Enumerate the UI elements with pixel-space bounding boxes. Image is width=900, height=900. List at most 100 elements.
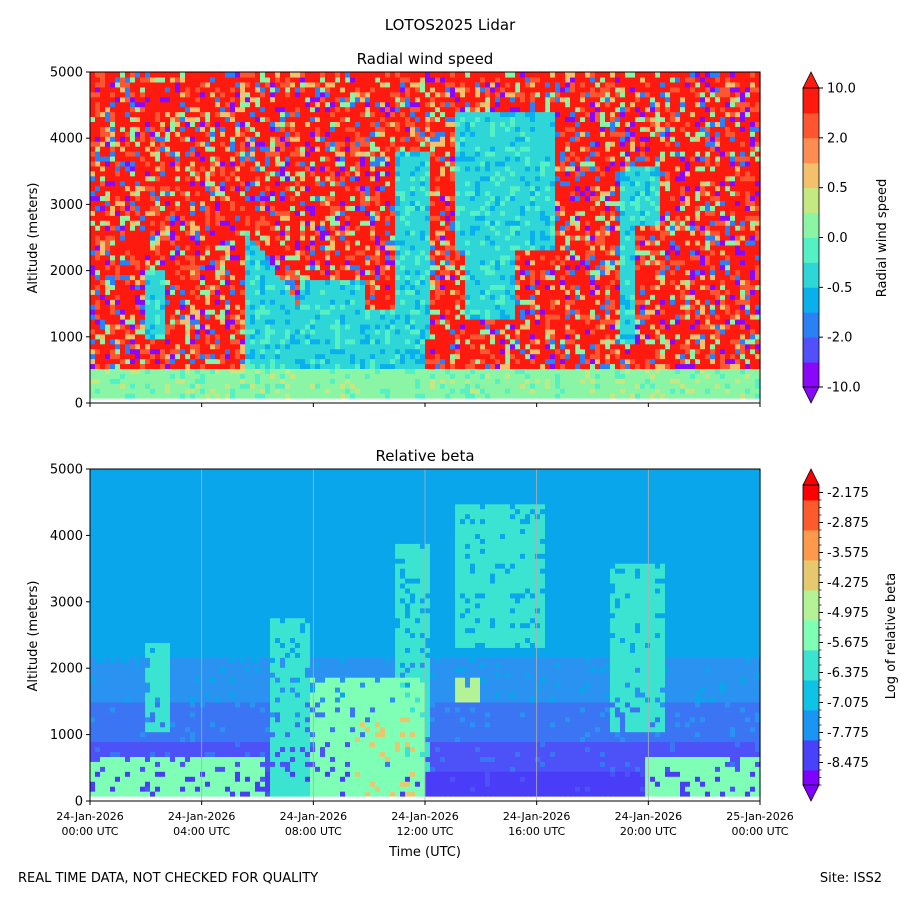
wind-colorbar-segment <box>803 162 819 189</box>
beta-x-tick-label: 24-Jan-2026 <box>615 810 683 823</box>
wind-colorbar: 10.0 2.0 0.5 0.0 -0.5 -2.0 -10.0 <box>802 71 861 404</box>
wind-colorbar-segment <box>803 112 819 139</box>
footer-disclaimer: REAL TIME DATA, NOT CHECKED FOR QUALITY <box>18 871 318 886</box>
wind-colorbar-label: Radial wind speed <box>875 179 890 297</box>
wind-colorbar-segment <box>803 88 819 114</box>
beta-colorbar-segment <box>803 717 819 726</box>
beta-y-tick-label: 0 <box>75 795 83 810</box>
beta-colorbar-tick-label: -5.675 <box>827 636 869 651</box>
beta-y-tick-label: 1000 <box>50 728 83 743</box>
wind-colorbar-tick-label: 0.5 <box>827 181 848 196</box>
beta-colorbar-tick-label: -2.175 <box>827 486 869 501</box>
beta-heatmap <box>90 469 761 797</box>
beta-colorbar-tick-label: -2.875 <box>827 516 869 531</box>
beta-panel: Relative beta 0 1000 2000 3000 4000 5000 24-J… <box>26 447 899 860</box>
beta-colorbar-extend-bottom <box>802 784 820 802</box>
beta-x-tick-label: 24-Jan-2026 <box>503 810 571 823</box>
beta-colorbar-segment <box>803 545 819 553</box>
wind-colorbar-segment <box>803 237 819 263</box>
beta-colorbar-segment <box>803 740 819 748</box>
beta-colorbar-tick-label: -7.075 <box>827 696 869 711</box>
beta-x-tick-label: 00:00 UTC <box>61 825 118 838</box>
beta-x-tick-label: 24-Jan-2026 <box>56 810 124 823</box>
beta-colorbar-segment <box>803 650 819 658</box>
beta-colorbar-segment <box>803 605 819 613</box>
beta-colorbar-segment <box>803 530 819 538</box>
wind-colorbar-segment <box>803 362 819 388</box>
beta-colorbar-segment <box>803 732 819 741</box>
beta-x-tick-label: 08:00 UTC <box>285 825 342 838</box>
beta-colorbar-segment <box>803 680 819 688</box>
beta-colorbar-segment <box>803 672 819 681</box>
beta-colorbar-segment <box>803 522 819 531</box>
beta-colorbar-segment <box>803 500 819 508</box>
wind-colorbar-tick-label: -0.5 <box>827 281 852 296</box>
beta-colorbar-segment <box>803 665 819 673</box>
wind-colorbar-tick-label: 2.0 <box>827 131 848 146</box>
beta-x-tick-label: 04:00 UTC <box>173 825 230 838</box>
footer-site: Site: ISS2 <box>820 871 882 886</box>
wind-colorbar-tick-label: -2.0 <box>827 331 852 346</box>
beta-colorbar-segment <box>803 762 819 771</box>
wind-colorbar-segment <box>803 337 819 363</box>
wind-colorbar-tick-label: 10.0 <box>827 82 856 97</box>
wind-y-tick-label: 0 <box>75 397 83 412</box>
beta-colorbar-segment <box>803 582 819 591</box>
beta-x-tick-label: 12:00 UTC <box>396 825 453 838</box>
beta-colorbar-segment <box>803 635 819 643</box>
beta-x-tick-label: 20:00 UTC <box>620 825 677 838</box>
wind-x-axis <box>89 403 761 407</box>
beta-colorbar-segment <box>803 620 819 628</box>
beta-y-tick-label: 3000 <box>50 595 83 610</box>
wind-y-tick-label: 1000 <box>50 330 83 345</box>
beta-colorbar-segment <box>803 657 819 666</box>
beta-x-tick-label: 24-Jan-2026 <box>391 810 459 823</box>
beta-colorbar-segment <box>803 597 819 606</box>
beta-colorbar-tick-label: -3.575 <box>827 546 869 561</box>
beta-colorbar-tick-label: -6.375 <box>827 666 869 681</box>
wind-y-axis: 0 1000 2000 3000 4000 5000 <box>50 66 90 412</box>
figure-title: LOTOS2025 Lidar <box>385 16 516 34</box>
beta-colorbar-segment <box>803 507 819 516</box>
wind-ylabel: Altitude (meters) <box>26 183 41 294</box>
beta-colorbar-segment <box>803 687 819 696</box>
beta-colorbar-segment <box>803 777 819 786</box>
beta-colorbar-segment <box>803 575 819 583</box>
beta-xlabel: Time (UTC) <box>388 845 461 860</box>
beta-colorbar-segment <box>803 725 819 733</box>
beta-colorbar-tick-label: -7.775 <box>827 726 869 741</box>
beta-colorbar-segment <box>803 695 819 703</box>
beta-colorbar-segment <box>803 770 819 778</box>
beta-colorbar-label: Log of relative beta <box>884 573 899 700</box>
wind-colorbar-extend-bottom <box>802 386 820 404</box>
wind-y-tick-label: 4000 <box>50 132 83 147</box>
beta-colorbar-segment <box>803 492 819 501</box>
wind-panel: Radial wind speed 010002000300040005000 … <box>26 50 890 412</box>
beta-colorbar-tick-label: -8.475 <box>827 756 869 771</box>
wind-y-tick-label: 3000 <box>50 198 83 213</box>
beta-x-axis: 24-Jan-2026 00:00 UTC 24-Jan-2026 04:00 UTC… <box>56 801 794 838</box>
beta-y-tick-label: 2000 <box>50 662 83 677</box>
beta-colorbar-segment <box>803 567 819 576</box>
beta-x-tick-label: 24-Jan-2026 <box>168 810 236 823</box>
wind-colorbar-segment <box>803 287 819 313</box>
beta-ylabel: Altitude (meters) <box>26 581 41 692</box>
beta-colorbar-segment <box>803 590 819 598</box>
beta-colorbar-segment <box>803 642 819 651</box>
beta-x-tick-label: 25-Jan-2026 <box>726 810 794 823</box>
wind-colorbar-segment <box>803 212 819 238</box>
beta-title: Relative beta <box>375 447 474 465</box>
beta-colorbar: -2.175 -2.875 -3.575 -4.275 -4.975 -5.675 -6.3… <box>802 468 869 802</box>
beta-colorbar-segment <box>803 552 819 561</box>
wind-colorbar-tick-label: 0.0 <box>827 231 848 246</box>
beta-colorbar-tick-label: -4.275 <box>827 576 869 591</box>
wind-colorbar-extend-top <box>802 71 820 89</box>
beta-colorbar-segment <box>803 702 819 711</box>
wind-colorbar-segment <box>803 262 819 288</box>
wind-y-tick-label: 5000 <box>50 66 83 81</box>
beta-colorbar-segment <box>803 710 819 718</box>
beta-colorbar-segment <box>803 537 819 546</box>
wind-colorbar-tick-label: -10.0 <box>827 381 861 396</box>
beta-colorbar-extend-top <box>802 468 820 486</box>
